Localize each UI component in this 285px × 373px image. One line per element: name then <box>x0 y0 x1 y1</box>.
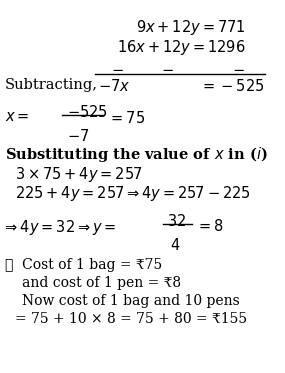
Text: Subtracting,: Subtracting, <box>5 78 98 92</box>
Text: = 75 + 10 × 8 = 75 + 80 = ₹155: = 75 + 10 × 8 = 75 + 80 = ₹155 <box>15 312 247 326</box>
Text: $-525$: $-525$ <box>67 104 108 120</box>
Text: $\Rightarrow 4y = 32 \Rightarrow y =$: $\Rightarrow 4y = 32 \Rightarrow y =$ <box>2 218 117 237</box>
Text: $= 75$: $= 75$ <box>108 110 145 126</box>
Text: Substituting the value of $x$ in ($i$): Substituting the value of $x$ in ($i$) <box>5 145 268 164</box>
Text: $3 \times 75 + 4y = 257$: $3 \times 75 + 4y = 257$ <box>15 165 142 184</box>
Text: $-7x$: $-7x$ <box>98 78 130 94</box>
Text: ∴  Cost of 1 bag = ₹75: ∴ Cost of 1 bag = ₹75 <box>5 258 162 272</box>
Text: $-$: $-$ <box>232 62 244 76</box>
Text: and cost of 1 pen = ₹8: and cost of 1 pen = ₹8 <box>22 276 181 290</box>
Text: $4$: $4$ <box>170 237 180 253</box>
Text: $16x + 12y = 1296$: $16x + 12y = 1296$ <box>117 38 245 57</box>
Text: $225 + 4y = 257 \Rightarrow 4y = 257 - 225$: $225 + 4y = 257 \Rightarrow 4y = 257 - 2… <box>15 184 251 203</box>
Text: $9x + 12y = 771$: $9x + 12y = 771$ <box>136 18 245 37</box>
Text: Now cost of 1 bag and 10 pens: Now cost of 1 bag and 10 pens <box>22 294 240 308</box>
Text: $-$: $-$ <box>111 62 123 76</box>
Text: $-$: $-$ <box>161 62 173 76</box>
Text: $-7$: $-7$ <box>67 128 89 144</box>
Text: $32$: $32$ <box>167 213 186 229</box>
Text: $x =$: $x =$ <box>5 110 30 124</box>
Text: $= -525$: $= -525$ <box>200 78 264 94</box>
Text: $= 8$: $= 8$ <box>196 218 224 234</box>
